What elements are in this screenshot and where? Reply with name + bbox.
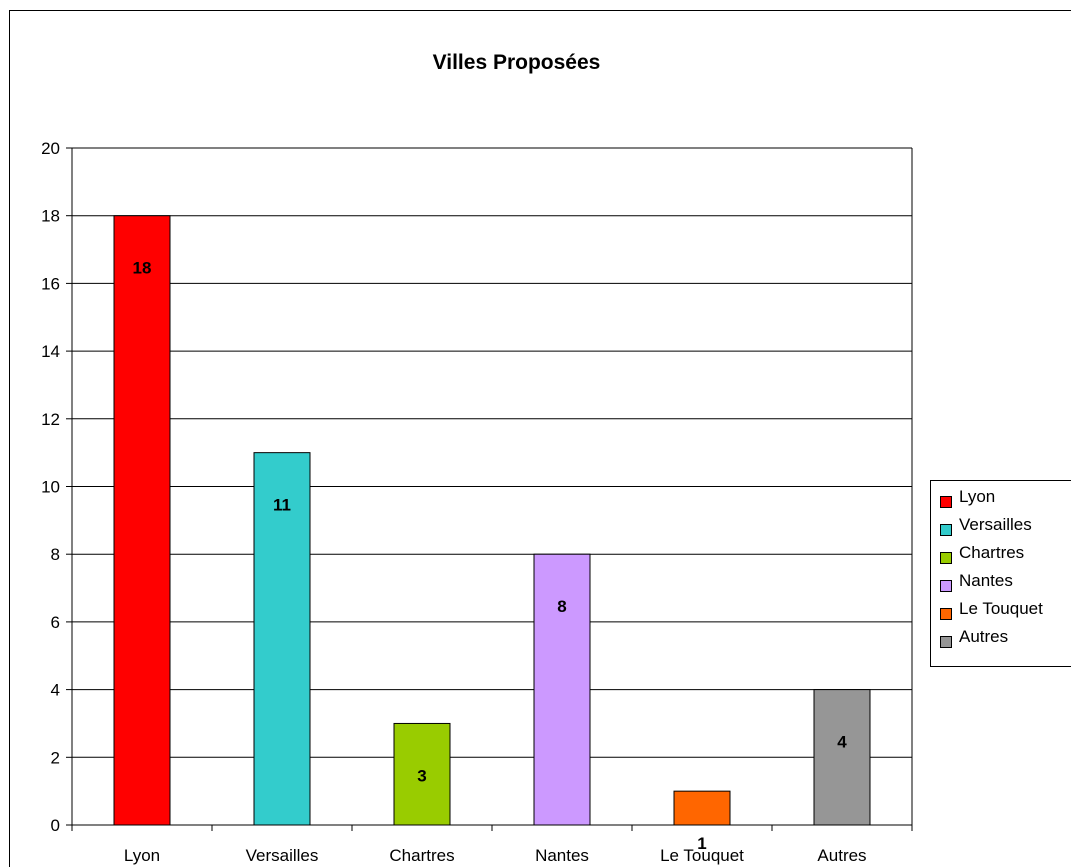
y-tick-label: 12 [41, 410, 60, 429]
x-category-label: Lyon [124, 846, 160, 865]
legend-swatch [940, 608, 952, 620]
chart-title: Villes Proposées [432, 51, 601, 74]
legend-label: Versailles [959, 515, 1032, 534]
x-category-label: Le Touquet [660, 846, 744, 865]
bar-chartres [393, 722, 451, 826]
x-category-label: Nantes [535, 846, 589, 865]
legend-item: Le Touquet [931, 599, 1071, 627]
legend-label: Le Touquet [959, 599, 1043, 618]
x-category-label: Autres [817, 846, 866, 865]
data-label: 18 [133, 259, 152, 278]
legend-item: Autres [931, 627, 1071, 655]
legend-item: Chartres [931, 543, 1071, 571]
legend-item: Versailles [931, 515, 1071, 543]
legend-swatch [940, 552, 952, 564]
y-tick-label: 18 [41, 207, 60, 226]
y-tick-label: 4 [51, 681, 60, 700]
y-tick-label: 2 [51, 748, 60, 767]
legend-swatch [940, 636, 952, 648]
legend-item: Nantes [931, 571, 1071, 599]
x-category-label: Chartres [389, 846, 454, 865]
y-tick-label: 6 [51, 613, 60, 632]
bar-le-touquet [673, 790, 731, 826]
data-label: 1 [697, 834, 706, 853]
bar-autres [813, 689, 871, 826]
y-tick-label: 10 [41, 478, 60, 497]
data-label: 8 [557, 597, 566, 616]
legend-label: Chartres [959, 543, 1025, 562]
legend: Lyon Versailles Chartres Nantes Le Touquet Au… [930, 480, 1071, 667]
y-tick-label: 14 [41, 342, 60, 361]
y-tick-label: 8 [51, 545, 60, 564]
legend-label: Autres [959, 627, 1009, 646]
legend-swatch [940, 524, 952, 536]
legend-swatch [940, 496, 952, 508]
y-tick-label: 0 [51, 816, 60, 835]
legend-label: Lyon [959, 487, 996, 506]
data-label: 3 [417, 766, 426, 785]
bar-nantes [533, 553, 591, 826]
legend-swatch [940, 580, 952, 592]
data-label: 4 [837, 733, 847, 752]
y-tick-label: 16 [41, 274, 60, 293]
legend-item: Lyon [931, 487, 1071, 515]
legend-label: Nantes [959, 571, 1013, 590]
bar-versailles [253, 452, 311, 826]
y-tick-label: 20 [41, 139, 60, 158]
x-category-label: Versailles [246, 846, 319, 865]
data-label: 11 [273, 496, 291, 515]
bar-lyon [113, 215, 171, 826]
